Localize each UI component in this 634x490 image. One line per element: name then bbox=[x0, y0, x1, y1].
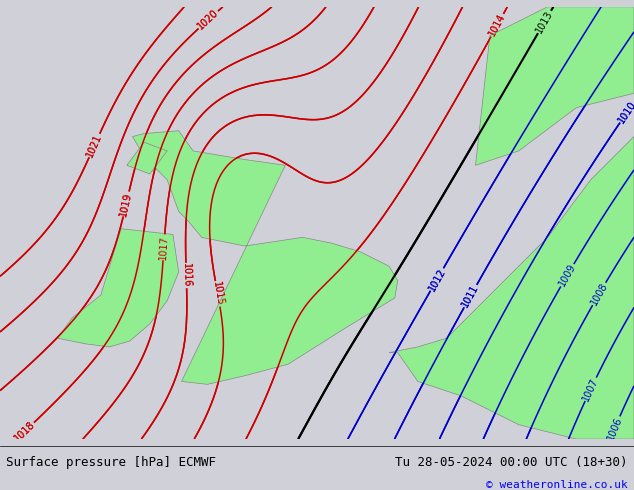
Text: 1018: 1018 bbox=[12, 419, 37, 443]
Text: 1007: 1007 bbox=[581, 376, 600, 402]
Text: 1006: 1006 bbox=[605, 415, 624, 441]
Text: 1015: 1015 bbox=[210, 281, 224, 307]
Text: 1008: 1008 bbox=[589, 281, 609, 307]
Text: 1010: 1010 bbox=[616, 99, 634, 125]
Text: 1011: 1011 bbox=[460, 283, 481, 309]
Text: 1014: 1014 bbox=[487, 12, 507, 38]
Text: 1016: 1016 bbox=[181, 263, 191, 288]
Text: 1006: 1006 bbox=[605, 415, 624, 441]
Text: 1010: 1010 bbox=[616, 99, 634, 125]
Text: 1018: 1018 bbox=[12, 419, 37, 443]
Text: 1019: 1019 bbox=[119, 191, 134, 217]
Text: Surface pressure [hPa] ECMWF: Surface pressure [hPa] ECMWF bbox=[6, 456, 216, 469]
Polygon shape bbox=[133, 131, 398, 384]
Text: 1011: 1011 bbox=[460, 283, 481, 309]
Text: 1016: 1016 bbox=[181, 263, 191, 288]
Text: 1021: 1021 bbox=[85, 132, 104, 159]
Text: Tu 28-05-2024 00:00 UTC (18+30): Tu 28-05-2024 00:00 UTC (18+30) bbox=[395, 456, 628, 469]
Text: 1008: 1008 bbox=[589, 281, 609, 307]
Text: 1014: 1014 bbox=[487, 12, 507, 38]
Text: © weatheronline.co.uk: © weatheronline.co.uk bbox=[486, 480, 628, 490]
Text: 1009: 1009 bbox=[557, 262, 578, 289]
Polygon shape bbox=[476, 7, 634, 165]
Text: 1009: 1009 bbox=[557, 262, 578, 289]
Text: 1021: 1021 bbox=[85, 132, 104, 159]
Text: 1015: 1015 bbox=[210, 281, 224, 307]
Text: 1013: 1013 bbox=[534, 9, 555, 35]
Text: 1020: 1020 bbox=[196, 8, 221, 32]
Text: 1007: 1007 bbox=[581, 376, 600, 402]
Text: 1020: 1020 bbox=[196, 8, 221, 32]
Text: 1012: 1012 bbox=[427, 266, 448, 293]
Text: 1012: 1012 bbox=[427, 266, 448, 293]
Polygon shape bbox=[389, 137, 634, 439]
Polygon shape bbox=[58, 229, 179, 347]
Text: 1013: 1013 bbox=[534, 9, 555, 35]
Text: 1017: 1017 bbox=[158, 235, 170, 260]
Text: 1017: 1017 bbox=[158, 235, 170, 260]
Polygon shape bbox=[127, 142, 167, 174]
Text: 1019: 1019 bbox=[119, 191, 134, 217]
